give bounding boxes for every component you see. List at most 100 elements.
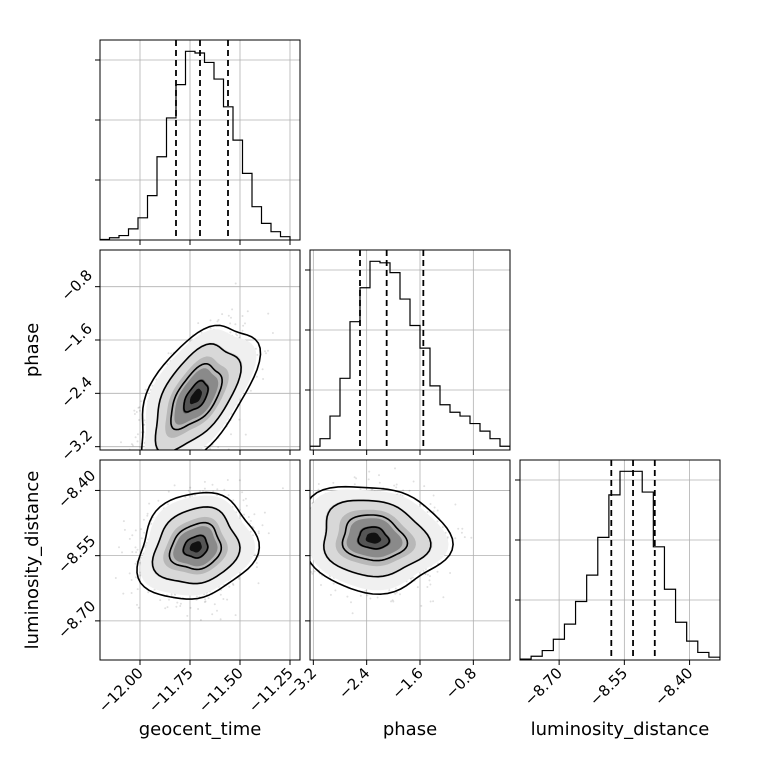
sample-point [222, 598, 225, 600]
sample-point [170, 453, 172, 455]
sample-point [123, 451, 125, 453]
sample-point [235, 333, 237, 335]
sample-point [238, 577, 241, 580]
sample-point [151, 465, 153, 467]
sample-point [162, 462, 164, 464]
sample-point [159, 599, 162, 602]
sample-point [130, 579, 133, 581]
histogram-panel-luminosity_distance [515, 459, 721, 661]
sample-point [98, 451, 100, 453]
sample-point [303, 543, 305, 545]
sample-point [234, 323, 237, 326]
sample-point [261, 368, 264, 371]
sample-point [191, 494, 194, 497]
sample-point [253, 513, 256, 516]
sample-point [197, 608, 200, 610]
sample-point [134, 529, 137, 532]
sample-point [135, 551, 138, 554]
sample-point [142, 518, 145, 521]
sample-point [189, 606, 192, 609]
sample-point [216, 488, 219, 491]
sample-point [140, 556, 143, 559]
sample-point [120, 441, 122, 444]
sample-point [216, 609, 218, 612]
sample-point [193, 453, 195, 455]
sample-point [153, 588, 156, 591]
sample-point [247, 516, 250, 518]
sample-point [157, 480, 159, 482]
sample-point [412, 480, 415, 483]
sample-point [171, 452, 173, 454]
sample-point [207, 597, 210, 600]
sample-point [137, 406, 140, 409]
sample-point [179, 602, 182, 605]
sample-point [158, 456, 160, 458]
sample-point [211, 483, 214, 486]
sample-point [150, 522, 153, 525]
sample-point [170, 352, 173, 355]
sample-point [257, 532, 260, 535]
sample-point [320, 584, 322, 586]
sample-point [293, 525, 295, 527]
sample-point [136, 603, 138, 606]
sample-point [128, 537, 131, 540]
panel-frame [99, 249, 301, 451]
sample-point [143, 423, 146, 426]
sample-point [136, 460, 138, 462]
sample-point [183, 458, 185, 460]
density-panel-geocent_time-vs-luminosity_distance [99, 459, 301, 661]
sample-point [196, 595, 198, 598]
sample-point [161, 455, 163, 457]
sample-point [179, 605, 182, 607]
sample-point [261, 524, 264, 527]
sample-point [305, 562, 307, 564]
sample-point [353, 476, 356, 479]
sample-point [294, 574, 296, 576]
panel-frame [99, 39, 301, 241]
sample-point [143, 531, 146, 534]
sample-point [419, 503, 422, 506]
contour-line [182, 534, 209, 559]
sample-point [167, 490, 170, 493]
sample-point [271, 332, 274, 334]
sample-point [153, 478, 155, 480]
sample-point [255, 562, 258, 564]
sample-point [317, 488, 320, 491]
sample-point [138, 419, 141, 421]
sample-point [234, 614, 237, 617]
sample-point [463, 536, 466, 539]
sample-point [219, 593, 222, 596]
sample-point [231, 308, 234, 311]
sample-point [238, 479, 241, 482]
sample-point [436, 509, 439, 512]
sample-point [131, 534, 134, 537]
sample-point [217, 453, 219, 455]
sample-point [172, 452, 174, 454]
sample-point [294, 546, 296, 548]
sample-point [140, 537, 143, 540]
contour-line [140, 324, 262, 450]
panel-frame [99, 459, 301, 661]
sample-point [203, 487, 206, 490]
sample-point [255, 566, 258, 569]
sample-point [122, 592, 125, 595]
sample-point [223, 488, 226, 491]
sample-point [199, 619, 202, 621]
sample-point [128, 572, 131, 575]
sample-point [148, 457, 150, 459]
sample-point [134, 546, 137, 549]
sample-point [267, 349, 269, 352]
sample-point [145, 457, 147, 459]
sample-point [376, 596, 379, 599]
sample-point [122, 520, 125, 523]
sample-point [301, 542, 303, 544]
contour-line [154, 342, 242, 450]
sample-point [138, 409, 141, 412]
histogram-panel-geocent_time [95, 39, 301, 241]
sample-point [147, 591, 150, 594]
sample-point [317, 483, 320, 485]
contour-line [168, 521, 223, 571]
sample-point [238, 418, 241, 421]
sample-point [230, 316, 232, 319]
sample-point [153, 486, 155, 488]
